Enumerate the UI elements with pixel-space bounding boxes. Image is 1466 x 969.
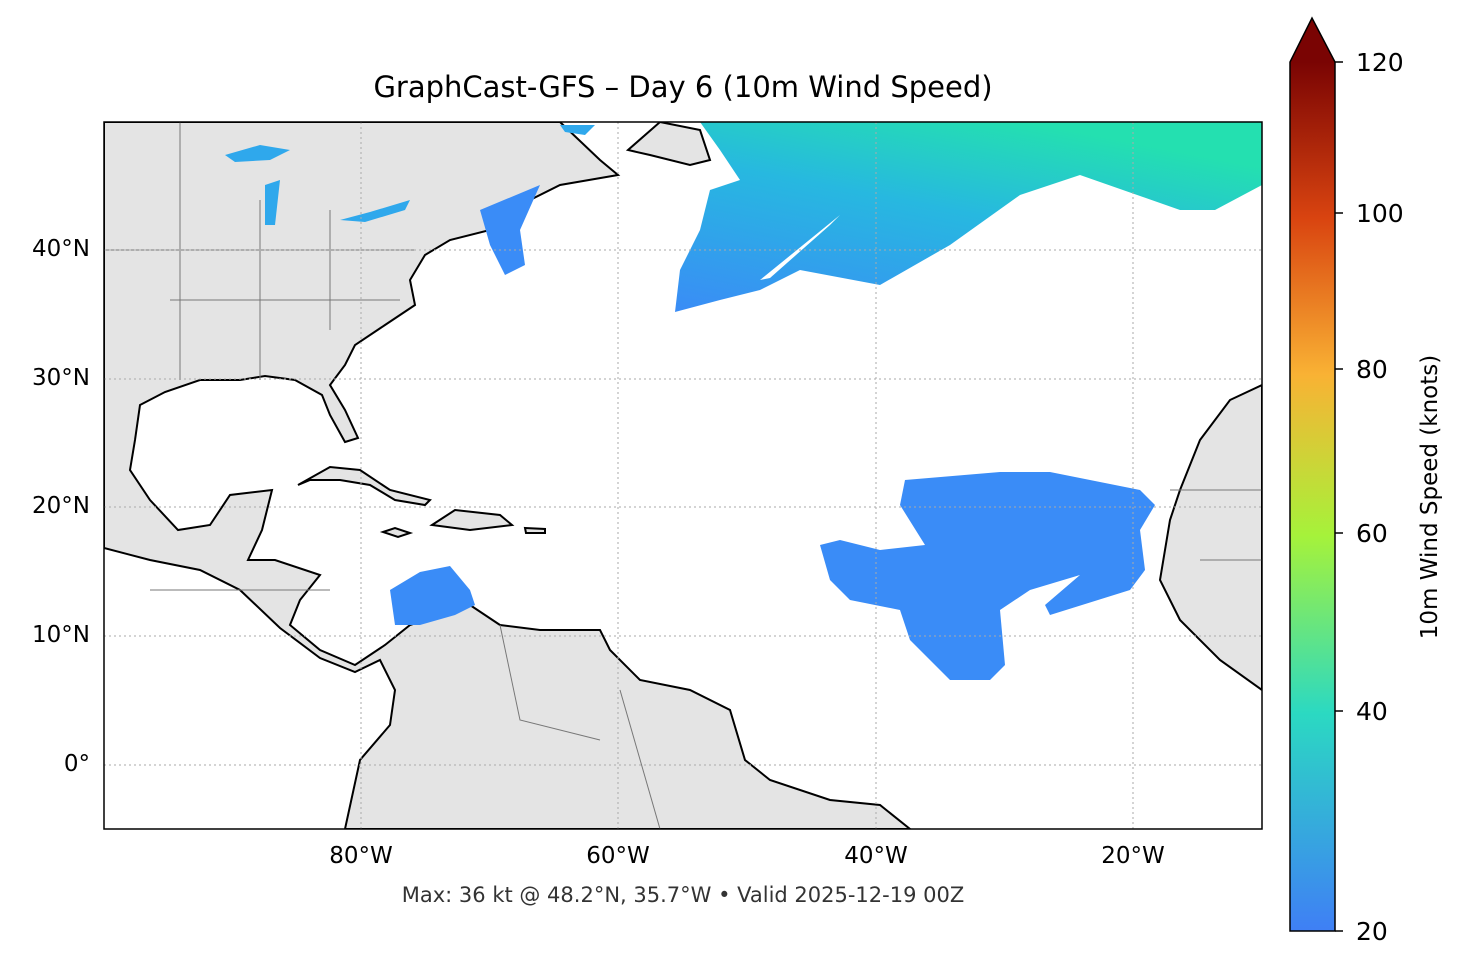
colorbar: [1289, 16, 1343, 932]
wind-region-subtropical: [820, 472, 1155, 680]
lon-label: 40°W: [844, 843, 908, 869]
wind-region-gulf-of-maine: [480, 185, 540, 275]
lon-label: 80°W: [329, 843, 393, 869]
colorbar-tick-label: 100: [1356, 199, 1404, 228]
wind-speed-field: [225, 122, 1262, 680]
americas-landmass: [104, 122, 912, 829]
colorbar-extend-arrow: [1290, 18, 1335, 62]
colorbar-tick-label: 120: [1356, 48, 1404, 77]
gridlines: [104, 122, 1262, 829]
map-title: GraphCast-GFS – Day 6 (10m Wind Speed): [373, 70, 993, 104]
lat-label: 20°N: [32, 493, 90, 519]
wind-gap: [760, 215, 840, 280]
lat-label: 30°N: [32, 365, 90, 391]
wind-region-north-atlantic: [675, 122, 1262, 312]
lat-label: 0°: [63, 751, 90, 777]
lat-label: 10°N: [32, 622, 90, 648]
hispaniola: [429, 508, 515, 532]
colorbar-label: 10m Wind Speed (knots): [1417, 354, 1443, 640]
cuba: [297, 465, 432, 507]
lon-label: 20°W: [1101, 843, 1165, 869]
colorbar-gradient: [1290, 62, 1335, 931]
africa-landmass: [1158, 383, 1262, 692]
wind-region-caribbean: [390, 566, 475, 625]
lon-label: 60°W: [586, 843, 650, 869]
lat-label: 40°N: [32, 236, 90, 262]
newfoundland: [625, 122, 712, 167]
map-frame: [103, 121, 1263, 830]
colorbar-tick-label: 80: [1356, 355, 1388, 384]
footer-caption: Max: 36 kt @ 48.2°N, 35.7°W • Valid 2025…: [401, 883, 965, 907]
colorbar-tick-label: 60: [1356, 519, 1388, 548]
colorbar-tick-label: 40: [1356, 697, 1388, 726]
colorbar-tick-label: 20: [1356, 917, 1388, 946]
puerto-rico: [523, 526, 546, 534]
jamaica: [379, 526, 414, 539]
